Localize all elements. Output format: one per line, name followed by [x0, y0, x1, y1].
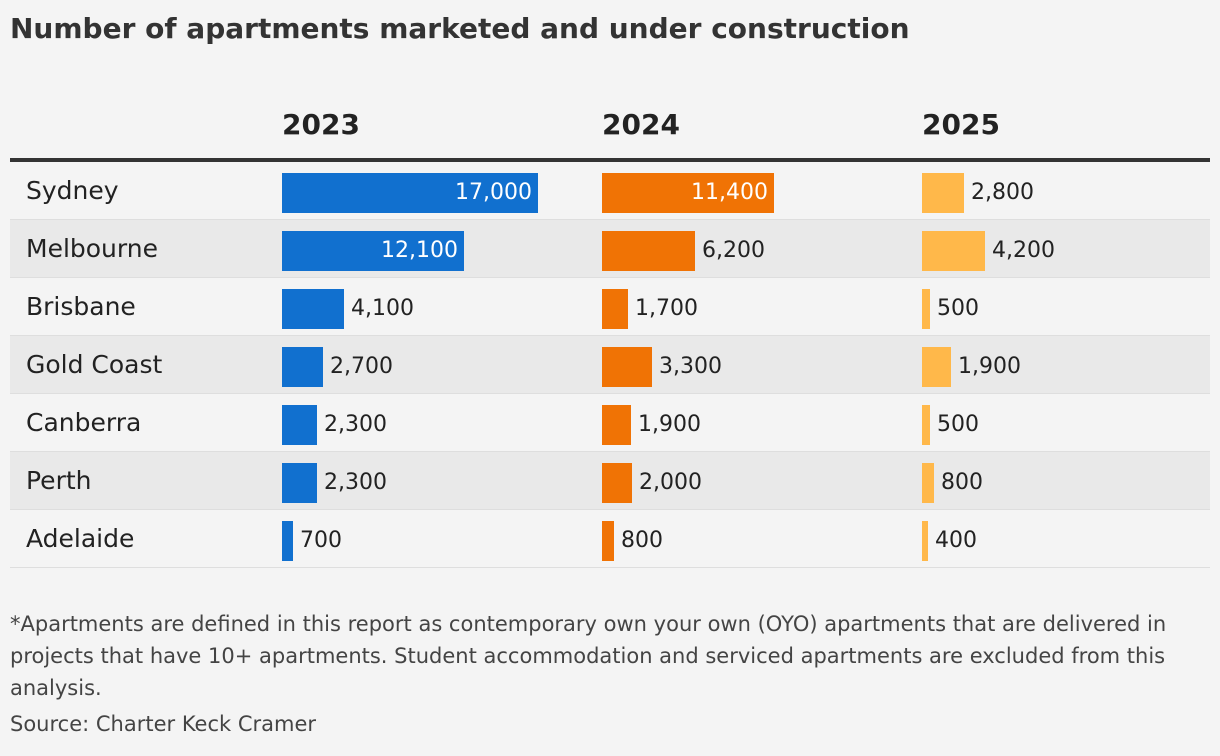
- value-label: 2,300: [324, 412, 387, 437]
- bar-2024-gold-coast: [602, 347, 652, 387]
- bar-2025-sydney: [922, 173, 964, 213]
- value-label: 1,900: [958, 354, 1021, 379]
- bar-2024-melbourne: [602, 231, 695, 271]
- table-row: Canberra 2,300 1,900 500: [10, 394, 1210, 452]
- bar-2023-sydney: [282, 173, 538, 213]
- bar-2023-brisbane: [282, 289, 344, 329]
- bar-2023-melbourne: [282, 231, 464, 271]
- city-label: Perth: [26, 466, 92, 495]
- bar-2025-canberra: [922, 405, 930, 445]
- value-label: 6,200: [702, 238, 765, 263]
- city-label: Gold Coast: [26, 350, 163, 379]
- city-label: Adelaide: [26, 524, 135, 553]
- bar-2025-adelaide: [922, 521, 928, 561]
- bar-2025-gold-coast: [922, 347, 951, 387]
- value-label: 500: [937, 412, 979, 437]
- column-header-2024: 2024: [602, 108, 680, 141]
- chart-title: Number of apartments marketed and under …: [10, 12, 910, 45]
- value-label: 3,300: [659, 354, 722, 379]
- value-label: 12,100: [381, 238, 458, 263]
- bar-2025-melbourne: [922, 231, 985, 271]
- city-label: Melbourne: [26, 234, 158, 263]
- value-label: 2,000: [639, 470, 702, 495]
- table-row: Perth 2,300 2,000 800: [10, 452, 1210, 510]
- value-label: 700: [300, 528, 342, 553]
- column-header-2025: 2025: [922, 108, 1000, 141]
- value-label: 800: [941, 470, 983, 495]
- value-label: 2,700: [330, 354, 393, 379]
- column-header-2023: 2023: [282, 108, 360, 141]
- table-row: Gold Coast 2,700 3,300 1,900: [10, 336, 1210, 394]
- value-label: 400: [935, 528, 977, 553]
- bar-2025-brisbane: [922, 289, 930, 329]
- table-row: Adelaide 700 800 400: [10, 510, 1210, 568]
- bar-2023-adelaide: [282, 521, 293, 561]
- value-label: 2,300: [324, 470, 387, 495]
- table-row: Melbourne 12,100 6,200 4,200: [10, 220, 1210, 278]
- value-label: 1,700: [635, 296, 698, 321]
- table-row: Sydney 17,000 11,400 2,800: [10, 162, 1210, 220]
- bar-2023-canberra: [282, 405, 317, 445]
- bar-2024-adelaide: [602, 521, 614, 561]
- value-label: 17,000: [455, 180, 532, 205]
- bar-2024-perth: [602, 463, 632, 503]
- bar-2024-canberra: [602, 405, 631, 445]
- value-label: 4,100: [351, 296, 414, 321]
- value-label: 500: [937, 296, 979, 321]
- footnote: *Apartments are defined in this report a…: [10, 612, 1167, 700]
- value-label: 1,900: [638, 412, 701, 437]
- bar-2024-sydney: [602, 173, 774, 213]
- city-label: Canberra: [26, 408, 142, 437]
- city-label: Brisbane: [26, 292, 136, 321]
- city-label: Sydney: [26, 176, 119, 205]
- source-note: Source: Charter Keck Cramer: [10, 712, 317, 736]
- bar-2023-gold-coast: [282, 347, 323, 387]
- value-label: 11,400: [691, 180, 768, 205]
- value-label: 4,200: [992, 238, 1055, 263]
- bar-2024-brisbane: [602, 289, 628, 329]
- bar-2023-perth: [282, 463, 317, 503]
- bar-2025-perth: [922, 463, 934, 503]
- value-label: 800: [621, 528, 663, 553]
- value-label: 2,800: [971, 180, 1034, 205]
- table-row: Brisbane 4,100 1,700 500: [10, 278, 1210, 336]
- header-rule: [10, 158, 1210, 162]
